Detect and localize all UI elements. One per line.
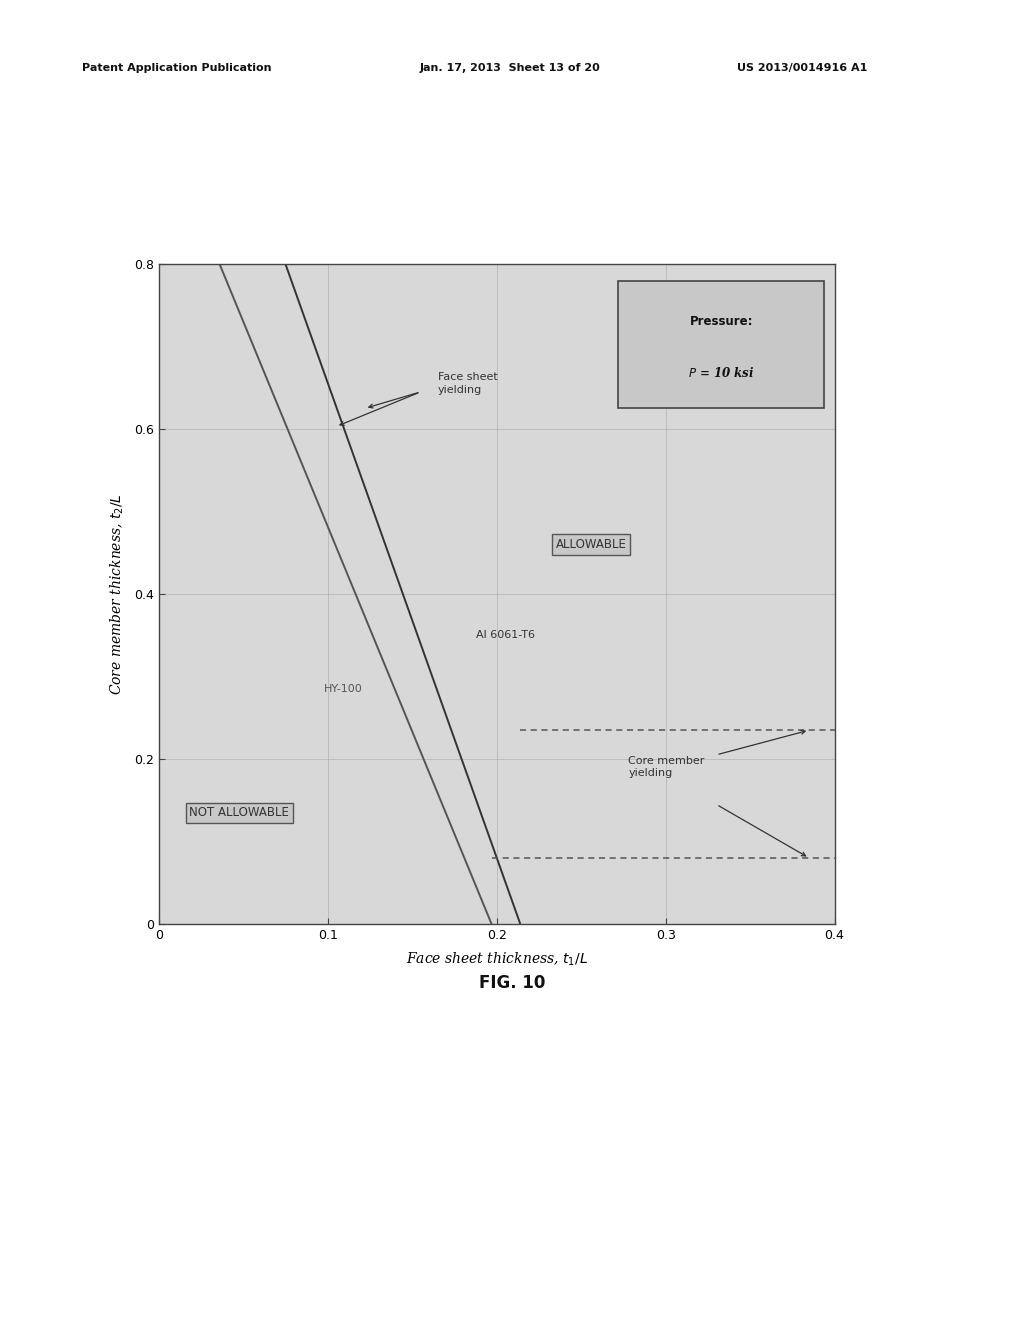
Text: HY-100: HY-100 (325, 684, 364, 694)
Text: $P$ = 10 ksi: $P$ = 10 ksi (688, 366, 755, 380)
Text: Face sheet
yielding: Face sheet yielding (437, 372, 498, 395)
X-axis label: Face sheet thickness, $t_1/L$: Face sheet thickness, $t_1/L$ (406, 950, 588, 968)
Text: Jan. 17, 2013  Sheet 13 of 20: Jan. 17, 2013 Sheet 13 of 20 (420, 63, 601, 74)
FancyBboxPatch shape (618, 281, 824, 408)
Text: ALLOWABLE: ALLOWABLE (556, 539, 627, 550)
Text: FIG. 10: FIG. 10 (479, 974, 545, 993)
Text: NOT ALLOWABLE: NOT ALLOWABLE (189, 807, 289, 820)
Text: Core member
yielding: Core member yielding (629, 756, 705, 779)
Text: Pressure:: Pressure: (689, 315, 753, 327)
Text: Patent Application Publication: Patent Application Publication (82, 63, 271, 74)
Y-axis label: Core member thickness, $t_2/L$: Core member thickness, $t_2/L$ (109, 494, 126, 694)
Text: Al 6061-T6: Al 6061-T6 (476, 630, 536, 640)
Text: US 2013/0014916 A1: US 2013/0014916 A1 (737, 63, 867, 74)
